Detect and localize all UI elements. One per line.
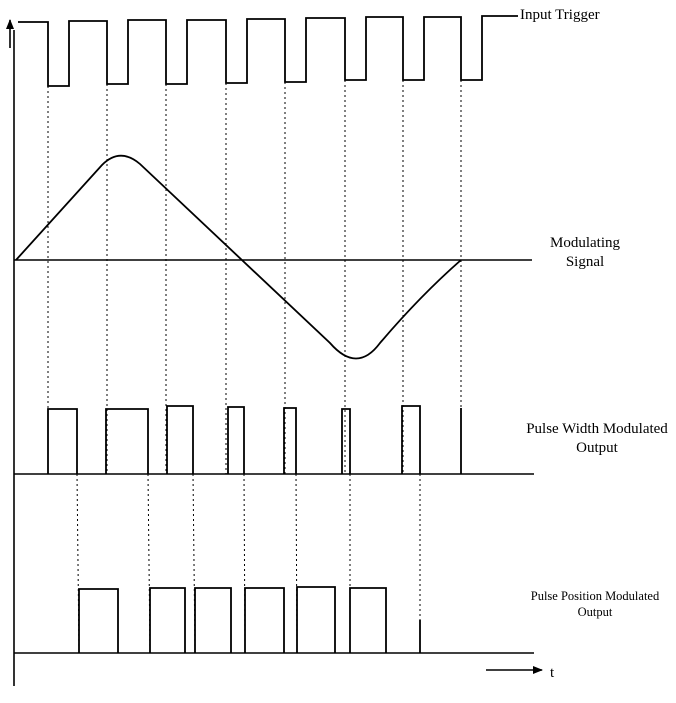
input-trigger-label: Input Trigger: [520, 6, 630, 25]
input-trigger-waveform: [18, 15, 518, 87]
ppm-label-line2: Output: [577, 604, 613, 619]
modulating-signal-label: Modulating Signal: [530, 234, 640, 272]
time-axis-label-text: t: [550, 665, 555, 681]
modulating-signal-curve: [15, 154, 462, 360]
pwm-output-label: Pulse Width Modulated Output: [518, 420, 676, 458]
time-axis-label: t: [550, 664, 554, 683]
modulating-label-line1: Modulating: [550, 235, 620, 251]
trigger-alignment-guides: [47, 80, 462, 474]
ppm-label-line1: Pulse Position Modulated: [530, 589, 660, 603]
pwm-pulse-train: [47, 405, 462, 474]
pwm-label-line2: Output: [576, 439, 618, 456]
ppm-pulse-train: [78, 586, 421, 653]
pwm-to-ppm-guides: [76, 473, 421, 654]
input-trigger-label-text: Input Trigger: [520, 7, 600, 23]
modulating-label-line2: Signal: [565, 253, 605, 270]
ppm-output-label: Pulse Position Modulated Output: [520, 589, 670, 620]
pwm-label-line1: Pulse Width Modulated: [526, 421, 668, 437]
